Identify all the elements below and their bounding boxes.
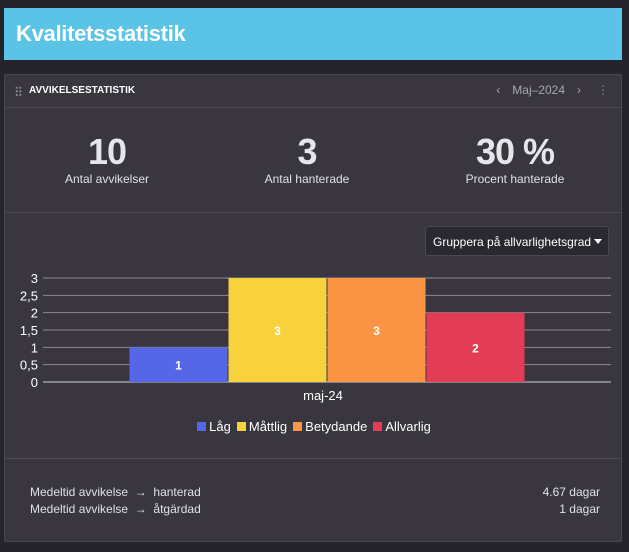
page-title: Kvalitetsstatistik <box>16 21 186 46</box>
footer-row: Medeltid avvikelse → hanterad 4.67 dagar <box>30 485 600 499</box>
y-tick-label: 2 <box>31 306 38 321</box>
chart-section: Gruppera på allvarlighetsgrad 0 0,5 1 1,5 2 2… <box>5 213 621 459</box>
chart-legend: Låg Måttlig Betydande Allvarlig <box>5 419 623 434</box>
group-by-value: Gruppera på allvarlighetsgrad <box>433 235 592 249</box>
legend-item[interactable]: Allvarlig <box>373 419 431 434</box>
legend-item[interactable]: Betydande <box>293 419 367 434</box>
stat-value: 30 % <box>475 131 555 172</box>
deviation-stats-card: AVVIKELSESTATISTIK ‹ Maj–2024 › ⋮ 10 Anta… <box>4 74 622 542</box>
stat-label: Antal avvikelser <box>64 172 150 186</box>
bar-chart: 0 0,5 1 1,5 2 2,5 3 1 3 3 2 maj-24 <box>20 271 611 403</box>
footer-value: 1 dagar <box>559 502 600 516</box>
arrow-right-icon: → <box>134 485 147 499</box>
data-label: 1 <box>175 359 182 373</box>
bar-låg[interactable] <box>129 347 228 382</box>
legend-swatch <box>293 422 303 431</box>
period-label: Maj–2024 <box>512 83 565 97</box>
group-by-select[interactable]: Gruppera på allvarlighetsgrad <box>425 226 609 256</box>
x-tick-label: maj-24 <box>303 388 343 403</box>
legend-label: Allvarlig <box>385 419 431 434</box>
legend-swatch <box>373 422 383 431</box>
legend-label: Betydande <box>305 419 368 434</box>
chevron-left-icon[interactable]: ‹ <box>496 83 501 97</box>
legend-label: Låg <box>209 419 231 434</box>
footer-label: Medeltid avvikelse <box>30 485 129 499</box>
stat-label: Antal hanterade <box>264 172 350 186</box>
stat-handled: 3 Antal hanterade <box>217 131 397 187</box>
bar-betydande[interactable] <box>327 278 426 382</box>
legend-swatch <box>236 422 246 431</box>
chevron-right-icon[interactable]: › <box>577 83 581 97</box>
y-tick-label: 0,5 <box>20 358 38 373</box>
y-tick-label: 2,5 <box>20 288 38 303</box>
footer-label: Medeltid avvikelse <box>30 502 129 516</box>
footer-row: Medeltid avvikelse → åtgärdad 1 dagar <box>30 502 600 516</box>
data-label: 3 <box>373 324 380 338</box>
footer-target: åtgärdad <box>153 502 201 516</box>
bar-allvarlig[interactable] <box>426 312 525 382</box>
stats-row: 10 Antal avvikelser 3 Antal hanterade 30 %… <box>5 108 621 213</box>
arrow-right-icon: → <box>134 502 147 516</box>
card-header: AVVIKELSESTATISTIK ‹ Maj–2024 › ⋮ <box>5 75 621 108</box>
legend-label: Måttlig <box>248 419 288 434</box>
drag-handle-icon[interactable] <box>15 86 22 97</box>
stat-value: 10 <box>87 131 127 172</box>
legend-item[interactable]: Måttlig <box>236 419 288 434</box>
footer-target: hanterad <box>153 485 201 499</box>
y-tick-label: 1,5 <box>20 323 38 338</box>
bar-måttlig[interactable] <box>228 278 327 382</box>
legend-swatch <box>197 422 207 431</box>
stat-value: 3 <box>297 131 317 172</box>
data-label: 3 <box>274 324 281 338</box>
stat-label: Procent hanterade <box>465 172 565 186</box>
caret-down-icon <box>594 239 602 244</box>
y-tick-label: 0 <box>31 375 38 390</box>
stat-total: 10 Antal avvikelser <box>17 131 197 187</box>
more-options-icon[interactable]: ⋮ <box>597 83 609 97</box>
y-tick-label: 1 <box>31 340 38 355</box>
stat-percent: 30 % Procent hanterade <box>425 131 605 187</box>
page-header: Kvalitetsstatistik <box>4 8 622 60</box>
card-title: AVVIKELSESTATISTIK <box>29 85 136 96</box>
data-label: 2 <box>472 341 479 355</box>
y-tick-label: 3 <box>31 271 38 286</box>
footer-value: 4.67 dagar <box>542 485 600 499</box>
legend-item[interactable]: Låg <box>197 419 231 434</box>
